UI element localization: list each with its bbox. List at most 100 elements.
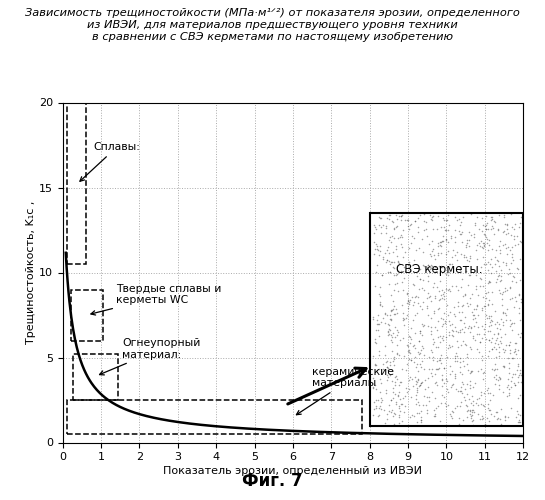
Point xyxy=(465,406,474,413)
Point xyxy=(440,288,449,296)
Point xyxy=(467,399,475,407)
Point xyxy=(483,218,492,226)
Point xyxy=(386,316,395,324)
Point xyxy=(501,287,510,295)
Point xyxy=(430,250,439,258)
Point xyxy=(377,270,386,278)
Point xyxy=(383,357,391,365)
Point xyxy=(427,264,435,272)
Point xyxy=(440,223,449,231)
Point xyxy=(404,300,413,308)
Point xyxy=(390,355,398,363)
Point xyxy=(378,302,386,310)
Point xyxy=(368,384,377,392)
Point xyxy=(396,216,405,224)
Point xyxy=(385,406,393,414)
Point xyxy=(495,238,504,246)
Point xyxy=(453,298,462,306)
Point xyxy=(390,234,398,242)
Point xyxy=(391,224,400,232)
Point xyxy=(487,216,495,224)
Point xyxy=(393,258,402,266)
Point xyxy=(412,386,421,394)
Point xyxy=(446,320,455,328)
Point xyxy=(501,330,510,338)
Point xyxy=(448,342,457,350)
Point xyxy=(398,286,407,294)
Point xyxy=(431,366,440,374)
Point xyxy=(401,392,410,400)
Point xyxy=(486,328,495,336)
Point xyxy=(474,367,482,375)
Point xyxy=(390,286,399,294)
Point xyxy=(463,299,471,307)
Point xyxy=(398,278,407,286)
Point xyxy=(498,295,507,303)
Point xyxy=(465,228,474,236)
Point xyxy=(443,286,452,294)
Point xyxy=(391,310,400,318)
Point xyxy=(456,362,465,370)
Point xyxy=(454,328,463,336)
Point xyxy=(451,404,459,412)
Point xyxy=(389,360,398,368)
Point xyxy=(413,376,422,384)
Point xyxy=(510,379,518,387)
Point xyxy=(437,292,446,300)
Point xyxy=(376,298,385,306)
Point xyxy=(415,244,424,252)
Point xyxy=(386,292,395,300)
Point xyxy=(450,213,459,221)
Point xyxy=(412,391,421,399)
Point xyxy=(499,240,508,248)
Point xyxy=(494,272,502,280)
Point xyxy=(437,314,446,322)
Point xyxy=(458,389,467,397)
Point xyxy=(372,385,380,393)
Point xyxy=(376,214,384,222)
Point xyxy=(370,398,378,406)
Point xyxy=(516,418,525,426)
Point xyxy=(410,281,419,289)
Point xyxy=(480,389,488,397)
Point xyxy=(496,276,505,284)
Point xyxy=(435,332,444,340)
Point xyxy=(387,306,396,314)
Point xyxy=(417,304,426,312)
Point xyxy=(433,284,442,292)
Point xyxy=(381,389,390,397)
Point xyxy=(514,290,523,298)
Point xyxy=(429,308,438,316)
Point xyxy=(377,380,386,388)
Point xyxy=(495,242,504,250)
Point xyxy=(485,314,493,322)
Point xyxy=(473,344,481,352)
Point xyxy=(490,344,499,351)
Point xyxy=(376,388,384,396)
Point xyxy=(481,320,489,328)
Point xyxy=(483,266,492,274)
Point xyxy=(414,214,422,222)
Point xyxy=(387,331,396,339)
Point xyxy=(427,252,435,260)
Point xyxy=(427,365,436,373)
Point xyxy=(460,362,469,370)
Point xyxy=(373,316,382,324)
Point xyxy=(465,294,474,302)
Point xyxy=(476,392,485,400)
Point xyxy=(469,311,478,319)
Point xyxy=(435,356,444,364)
Point xyxy=(445,328,454,336)
Point xyxy=(506,231,515,239)
Point xyxy=(514,240,523,248)
Point xyxy=(392,222,401,230)
Point xyxy=(438,322,446,330)
Point xyxy=(408,262,416,270)
Point xyxy=(510,303,518,311)
Point xyxy=(429,334,438,342)
Point xyxy=(375,404,384,411)
Point xyxy=(395,259,404,267)
Point xyxy=(516,391,525,399)
Point xyxy=(416,274,425,282)
Point xyxy=(507,224,516,232)
